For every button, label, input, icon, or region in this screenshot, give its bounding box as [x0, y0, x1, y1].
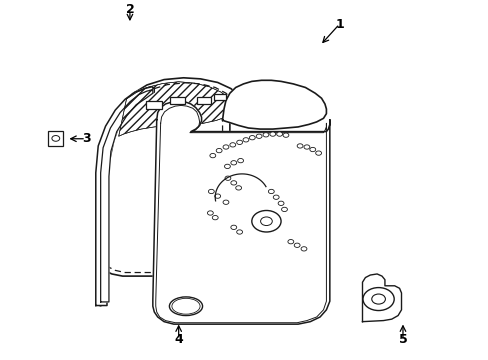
- FancyBboxPatch shape: [146, 101, 161, 109]
- FancyBboxPatch shape: [170, 97, 184, 104]
- Text: 2: 2: [125, 3, 134, 16]
- Circle shape: [281, 207, 287, 212]
- Circle shape: [212, 216, 218, 220]
- FancyBboxPatch shape: [214, 94, 226, 100]
- Circle shape: [230, 225, 236, 229]
- Circle shape: [362, 288, 393, 311]
- Circle shape: [371, 294, 385, 304]
- Circle shape: [230, 161, 236, 165]
- Circle shape: [223, 145, 228, 149]
- Circle shape: [287, 239, 293, 244]
- Polygon shape: [362, 274, 401, 321]
- Circle shape: [269, 132, 275, 136]
- Circle shape: [223, 200, 228, 204]
- Circle shape: [256, 134, 262, 138]
- Circle shape: [237, 158, 243, 163]
- Polygon shape: [104, 83, 236, 300]
- Ellipse shape: [172, 298, 200, 314]
- Circle shape: [235, 186, 241, 190]
- Circle shape: [224, 176, 230, 180]
- Text: 4: 4: [174, 333, 183, 346]
- Circle shape: [304, 145, 309, 149]
- Circle shape: [263, 133, 268, 137]
- Circle shape: [249, 135, 255, 140]
- Circle shape: [260, 217, 272, 226]
- Text: 5: 5: [398, 333, 407, 346]
- Polygon shape: [101, 90, 153, 302]
- Circle shape: [276, 132, 282, 136]
- Circle shape: [208, 189, 214, 194]
- Circle shape: [207, 211, 213, 215]
- Circle shape: [268, 189, 274, 194]
- Circle shape: [52, 135, 60, 141]
- FancyBboxPatch shape: [196, 97, 211, 104]
- Circle shape: [229, 143, 235, 147]
- Circle shape: [236, 140, 242, 144]
- Circle shape: [301, 247, 306, 251]
- Circle shape: [294, 243, 300, 247]
- Text: 3: 3: [81, 132, 90, 145]
- Circle shape: [214, 194, 220, 198]
- Circle shape: [283, 133, 288, 137]
- Text: 1: 1: [334, 18, 343, 31]
- Circle shape: [216, 148, 222, 153]
- Polygon shape: [222, 80, 326, 129]
- Circle shape: [273, 195, 279, 199]
- Polygon shape: [96, 87, 154, 306]
- Circle shape: [209, 153, 215, 158]
- Circle shape: [315, 151, 321, 155]
- Circle shape: [243, 138, 248, 142]
- Ellipse shape: [169, 297, 202, 316]
- Circle shape: [309, 147, 315, 152]
- FancyBboxPatch shape: [48, 131, 63, 146]
- Polygon shape: [100, 78, 245, 306]
- Circle shape: [230, 181, 236, 185]
- Circle shape: [251, 211, 281, 232]
- Polygon shape: [153, 101, 329, 324]
- Circle shape: [297, 144, 303, 148]
- Circle shape: [278, 201, 284, 206]
- Circle shape: [224, 164, 230, 168]
- Circle shape: [236, 230, 242, 234]
